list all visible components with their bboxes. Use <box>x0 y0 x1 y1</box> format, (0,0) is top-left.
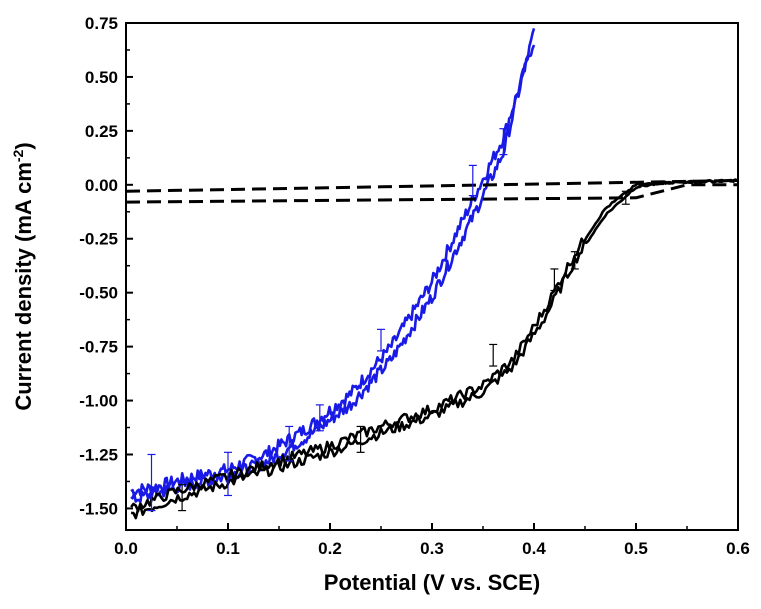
y-tick-label: 0.00 <box>85 176 118 195</box>
y-tick-label: -1.00 <box>79 392 118 411</box>
tick-layer: 0.0 0.1 0.2 0.3 0.4 0.5 0.6 -1.50 -1.25 -1.00 -0.7… <box>79 14 750 558</box>
y-tick-label: -0.75 <box>79 338 118 357</box>
x-tick-label: 0.4 <box>522 539 546 558</box>
y-tick-label: -0.25 <box>79 230 118 249</box>
x-tick-label: 0.1 <box>216 539 240 558</box>
x-tick-label: 0.5 <box>624 539 648 558</box>
y-axis-label-main: Current density (mA cm <box>11 162 36 411</box>
errorbar-layer <box>147 128 630 512</box>
y-tick-label: 0.75 <box>85 14 118 33</box>
y-tick-label: 0.25 <box>85 122 118 141</box>
series-line-3 <box>130 178 739 513</box>
x-tick-label: 0.6 <box>726 539 750 558</box>
series-line-5 <box>125 183 738 204</box>
y-axis-label: Current density (mA cm-2) <box>10 142 36 410</box>
y-tick-label: -0.50 <box>79 284 118 303</box>
y-axis-label-sup: -2 <box>10 149 26 162</box>
y-tick-label: 0.50 <box>85 68 118 87</box>
x-tick-label: 0.0 <box>114 539 138 558</box>
y-axis-label-close: ) <box>11 142 36 149</box>
series-line-1 <box>130 28 536 504</box>
series-line-4 <box>125 179 739 193</box>
x-axis-label: Potential (V vs. SCE) <box>324 570 540 595</box>
series-layer <box>125 28 739 520</box>
x-tick-label: 0.2 <box>318 539 342 558</box>
y-tick-label: -1.50 <box>79 499 118 518</box>
y-tick-label: -1.25 <box>79 445 118 464</box>
series-line-0 <box>130 44 536 497</box>
x-tick-label: 0.3 <box>420 539 444 558</box>
